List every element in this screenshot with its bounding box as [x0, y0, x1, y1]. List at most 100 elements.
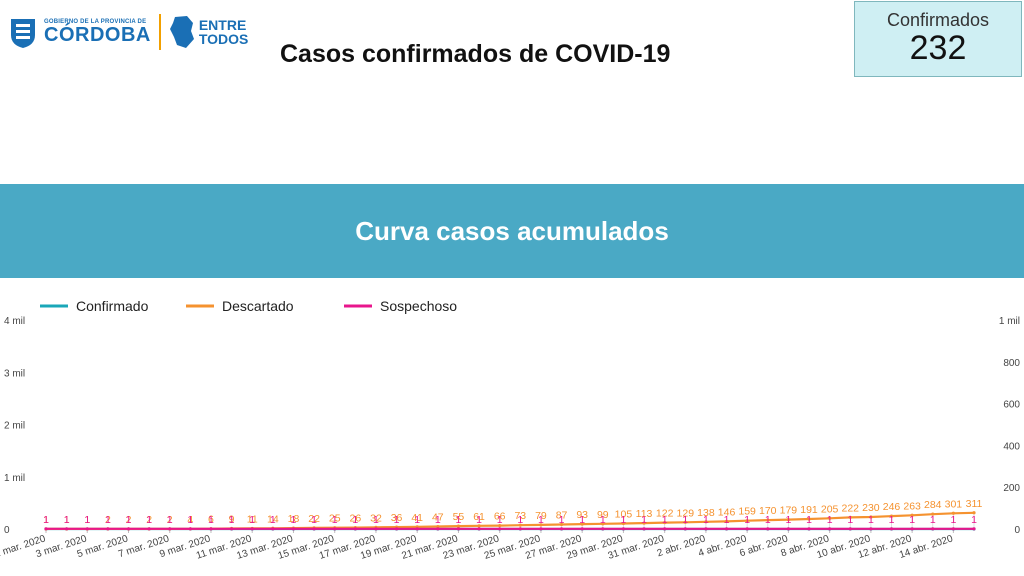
data-label-sospechoso: 1	[889, 514, 895, 526]
data-label-sospechoso: 1	[187, 514, 193, 526]
data-point-sospechoso	[869, 527, 873, 531]
y-left-tick-label: 3 mil	[4, 368, 25, 379]
data-point-sospechoso	[230, 527, 234, 531]
data-point-descartado	[539, 523, 543, 527]
data-label-descartado: 25	[329, 513, 341, 525]
data-point-descartado	[601, 522, 605, 526]
y-left-tick-label: 0	[4, 525, 10, 536]
data-label-descartado: 138	[697, 507, 715, 519]
logo-gov-small: GOBIERNO DE LA PROVINCIA DE	[44, 19, 147, 25]
data-label-descartado: 1	[84, 514, 90, 526]
cordoba-seal-icon	[11, 19, 35, 48]
data-label-descartado: 113	[636, 508, 653, 520]
data-label-descartado: 87	[556, 509, 568, 521]
data-point-sospechoso	[807, 527, 811, 531]
data-point-sospechoso	[188, 527, 192, 531]
data-point-descartado	[436, 524, 440, 529]
y-right-tick-label: 0	[1014, 525, 1020, 536]
data-label-descartado: 14	[267, 513, 279, 525]
data-label-descartado: 73	[514, 510, 526, 522]
data-point-descartado	[807, 517, 811, 521]
data-point-sospechoso	[642, 527, 646, 531]
data-label-sospechoso: 1	[270, 514, 276, 526]
data-point-descartado	[704, 520, 708, 524]
data-point-descartado	[766, 518, 770, 522]
data-point-descartado	[621, 521, 626, 526]
logo-slogan-line1: ENTRE	[198, 17, 247, 33]
data-point-descartado	[786, 518, 791, 522]
data-label-descartado: 105	[615, 509, 633, 521]
data-point-sospechoso	[477, 527, 481, 531]
data-label-sospechoso: 1	[332, 514, 338, 526]
data-label-sospechoso: 1	[641, 514, 647, 526]
data-label-descartado: 205	[821, 503, 839, 515]
data-point-sospechoso	[580, 527, 584, 531]
data-label-descartado: 222	[842, 502, 860, 514]
data-point-sospechoso	[559, 527, 564, 531]
data-label-descartado: 263	[903, 500, 921, 512]
data-label-sospechoso: 1	[414, 514, 420, 526]
section-banner: Curva casos acumulados	[0, 184, 1024, 278]
y-right-tick-label: 800	[1003, 358, 1020, 369]
data-label-sospechoso: 1	[167, 514, 173, 526]
data-label-sospechoso: 1	[435, 514, 441, 526]
data-label-sospechoso: 1	[827, 514, 833, 526]
data-label-descartado: 61	[473, 511, 485, 523]
data-label-sospechoso: 1	[476, 514, 482, 526]
logo-gov-big: CÓRDOBA	[44, 24, 151, 46]
data-label-sospechoso: 1	[208, 514, 214, 526]
page-title: Casos confirmados de COVID-19	[280, 40, 671, 68]
data-point-sospechoso	[951, 527, 955, 531]
data-label-descartado: 179	[780, 505, 798, 517]
data-point-sospechoso	[250, 527, 254, 531]
data-label-descartado: 36	[391, 512, 403, 524]
data-label-descartado: 79	[535, 510, 547, 522]
data-point-sospechoso	[889, 527, 894, 531]
data-label-sospechoso: 1	[249, 514, 255, 526]
data-label-descartado: 2	[167, 514, 173, 526]
data-label-sospechoso: 1	[43, 514, 49, 526]
data-label-descartado: 2	[146, 514, 152, 526]
data-label-sospechoso: 1	[373, 514, 379, 526]
data-label-sospechoso: 1	[64, 514, 70, 526]
data-label-descartado: 47	[432, 512, 444, 524]
data-point-sospechoso	[663, 527, 667, 531]
data-label-sospechoso: 1	[950, 514, 956, 526]
data-point-sospechoso	[394, 527, 399, 531]
data-point-sospechoso	[168, 527, 172, 531]
data-point-sospechoso	[828, 527, 832, 531]
data-point-descartado	[456, 524, 461, 528]
data-point-sospechoso	[374, 527, 378, 531]
data-point-sospechoso	[85, 527, 89, 531]
data-label-descartado: 191	[800, 504, 818, 516]
data-point-sospechoso	[436, 527, 440, 531]
banner-title: Curva casos acumulados	[355, 215, 669, 246]
data-point-sospechoso	[724, 527, 729, 531]
data-label-sospechoso: 1	[311, 514, 317, 526]
data-label-descartado: 6	[208, 514, 214, 526]
data-point-descartado	[642, 521, 646, 525]
data-label-descartado: 146	[718, 506, 736, 518]
data-point-descartado	[518, 523, 522, 527]
data-point-sospechoso	[972, 527, 976, 531]
y-right-tick-label: 1 mil	[999, 316, 1020, 327]
data-label-sospechoso: 1	[517, 514, 523, 526]
data-point-sospechoso	[456, 527, 461, 531]
data-label-sospechoso: 1	[930, 514, 936, 526]
data-point-sospechoso	[291, 527, 296, 531]
data-label-descartado: 1	[43, 514, 49, 526]
data-label-descartado: 246	[883, 501, 901, 513]
data-point-sospechoso	[518, 527, 522, 531]
data-point-sospechoso	[106, 527, 110, 531]
kpi-card: Confirmados 232	[854, 1, 1022, 77]
data-point-sospechoso	[415, 527, 419, 531]
data-point-sospechoso	[209, 527, 213, 531]
data-label-descartado: 32	[370, 512, 382, 524]
data-point-sospechoso	[910, 527, 914, 531]
data-label-sospechoso: 1	[847, 514, 853, 526]
data-point-descartado	[910, 513, 914, 517]
data-label-descartado: 26	[349, 513, 361, 525]
kpi-value: 232	[909, 29, 967, 67]
data-label-sospechoso: 1	[105, 514, 111, 526]
data-label-sospechoso: 1	[765, 514, 771, 526]
